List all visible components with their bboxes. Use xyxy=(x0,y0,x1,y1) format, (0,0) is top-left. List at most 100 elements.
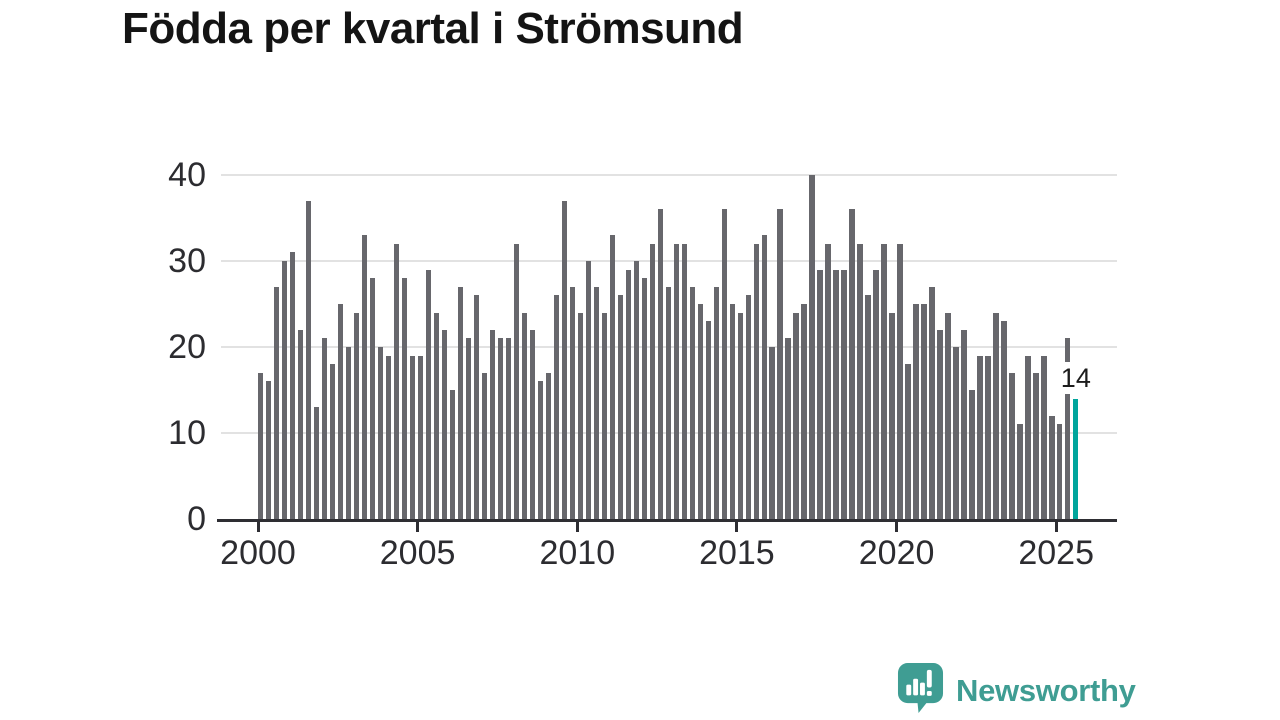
bar xyxy=(769,347,775,519)
bar xyxy=(321,338,328,519)
x-axis-line xyxy=(217,519,1117,522)
bar xyxy=(1041,355,1047,519)
bar xyxy=(513,243,520,519)
bar xyxy=(281,261,288,519)
bar xyxy=(937,329,943,519)
bar xyxy=(329,364,336,519)
bar xyxy=(889,312,895,519)
bar xyxy=(697,304,703,519)
bar xyxy=(801,304,807,519)
bar xyxy=(817,269,823,519)
bar xyxy=(993,312,999,519)
bar xyxy=(897,243,903,519)
bar xyxy=(473,295,480,519)
bar xyxy=(977,355,983,519)
bar xyxy=(505,338,512,519)
bar xyxy=(369,278,376,519)
bar xyxy=(761,235,767,519)
bar xyxy=(1025,355,1031,519)
bar xyxy=(633,261,639,519)
bar xyxy=(305,200,312,519)
bar xyxy=(905,364,911,519)
x-tick-label: 2015 xyxy=(699,534,775,572)
bar xyxy=(681,243,687,519)
bar xyxy=(345,347,352,519)
bar xyxy=(849,209,855,519)
bar xyxy=(881,243,887,519)
x-tick-mark xyxy=(1054,522,1058,532)
bar xyxy=(737,312,743,519)
bar xyxy=(745,295,751,519)
bar xyxy=(265,381,272,519)
x-tick-mark xyxy=(416,522,420,532)
bar xyxy=(1033,372,1039,519)
bar xyxy=(1049,415,1055,519)
y-tick-label: 30 xyxy=(168,242,206,280)
bar xyxy=(1065,338,1071,519)
bar xyxy=(1001,321,1007,519)
bar xyxy=(489,329,496,519)
bar xyxy=(865,295,871,519)
bar xyxy=(441,329,448,519)
bar xyxy=(921,304,927,519)
newsworthy-logo: Newsworthy xyxy=(897,662,1136,719)
bar xyxy=(969,390,975,519)
bar xyxy=(753,243,759,519)
plot-area: 14 xyxy=(217,174,1117,522)
bar xyxy=(945,312,951,519)
bar xyxy=(777,209,783,519)
bar xyxy=(609,235,615,519)
bar xyxy=(721,209,727,519)
highlight-bar xyxy=(1073,398,1079,519)
bar xyxy=(1057,424,1063,519)
bar xyxy=(393,243,400,519)
x-tick-mark xyxy=(895,522,899,532)
x-tick-label: 2010 xyxy=(539,534,616,572)
bar xyxy=(353,312,360,519)
bar xyxy=(457,286,464,519)
bar xyxy=(481,372,488,519)
bar xyxy=(537,381,544,519)
bar xyxy=(553,295,559,519)
bar xyxy=(465,338,472,519)
bar xyxy=(529,329,536,519)
page-title: Födda per kvartal i Strömsund xyxy=(122,4,744,53)
bar xyxy=(913,304,919,519)
highlight-value-label: 14 xyxy=(1055,361,1096,394)
bar xyxy=(689,286,695,519)
bar xyxy=(258,372,264,519)
bar xyxy=(649,243,655,519)
gridline xyxy=(221,260,1117,262)
bar xyxy=(961,329,967,519)
x-tick-label: 2020 xyxy=(858,534,935,572)
bar xyxy=(729,304,735,519)
y-tick-label: 0 xyxy=(187,500,206,538)
bar xyxy=(577,312,583,519)
bar xyxy=(593,286,599,519)
bar xyxy=(665,286,671,519)
x-tick-mark xyxy=(575,522,579,532)
bar xyxy=(785,338,791,519)
y-tick-label: 20 xyxy=(168,328,206,366)
bar xyxy=(417,355,424,519)
y-tick-label: 10 xyxy=(168,414,206,452)
bar xyxy=(385,355,392,519)
bar xyxy=(297,329,304,519)
bar xyxy=(953,347,959,519)
bar xyxy=(985,355,991,519)
bar xyxy=(625,269,631,519)
logo-text: Newsworthy xyxy=(956,672,1136,708)
bar xyxy=(569,286,575,519)
bar xyxy=(561,200,567,519)
bar xyxy=(313,407,320,519)
x-tick-mark xyxy=(735,522,739,532)
bar xyxy=(377,347,384,519)
bar xyxy=(713,286,719,519)
speech-bubble-bar-chart-icon xyxy=(897,662,944,719)
bar xyxy=(337,304,344,519)
bar xyxy=(857,243,863,519)
x-tick-label: 2005 xyxy=(379,534,456,572)
bar xyxy=(601,312,607,519)
bar xyxy=(521,312,528,519)
bar xyxy=(289,252,296,519)
